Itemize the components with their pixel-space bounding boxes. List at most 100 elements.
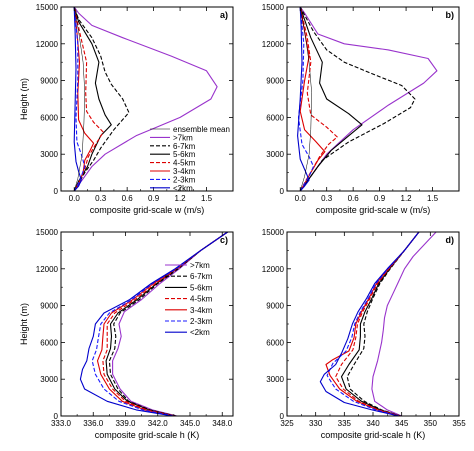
x-tick-label: 345.0 xyxy=(180,419,201,428)
x-tick-label: 330 xyxy=(309,419,323,428)
x-tick-label: 1.5 xyxy=(201,194,213,203)
y-tick-label: 12000 xyxy=(36,265,59,274)
panel-label: b) xyxy=(446,10,455,20)
x-tick-label: 0.0 xyxy=(295,194,307,203)
x-tick-label: 1.2 xyxy=(401,194,413,203)
x-tick-label: 0.0 xyxy=(69,194,81,203)
y-tick-label: 15000 xyxy=(262,3,285,12)
series-line-2-3km xyxy=(73,7,86,191)
x-tick-label: 325 xyxy=(280,419,294,428)
y-tick-label: 9000 xyxy=(266,302,284,311)
series-line-4-5km xyxy=(335,232,420,416)
legend-label-gt7km: >7km xyxy=(173,133,193,142)
x-tick-label: 350 xyxy=(424,419,438,428)
series-line-5-6km xyxy=(299,7,363,191)
series-line-gt7km xyxy=(299,7,438,191)
plot-frame xyxy=(286,6,460,192)
y-tick-label: 3000 xyxy=(40,375,58,384)
series-group xyxy=(319,232,437,416)
series-line-6-7km xyxy=(299,7,416,191)
panel-label: d) xyxy=(446,235,455,245)
legend-label-5-6km: 5-6km xyxy=(190,283,213,292)
panel-d: 325 330 335 340 345 350 355 0 3000 6000 9000 12000 1… xyxy=(262,228,466,440)
x-tick-label: 340 xyxy=(366,419,380,428)
legend-label-lt2km: <2km xyxy=(173,184,193,193)
x-tick-label: 0.6 xyxy=(348,194,360,203)
y-tick-label: 9000 xyxy=(266,77,284,86)
y-tick-label: 15000 xyxy=(36,228,59,237)
x-tick-label: 0.3 xyxy=(95,194,107,203)
x-tick-label: 335 xyxy=(338,419,352,428)
series-line-6-7km xyxy=(108,232,228,416)
legend-label-6-7km: 6-7km xyxy=(173,142,196,151)
series-group xyxy=(79,232,228,416)
y-tick-label: 12000 xyxy=(262,265,285,274)
series-line-gt7km xyxy=(73,7,218,191)
y-tick-label: 3000 xyxy=(266,150,284,159)
series-line-5-6km xyxy=(340,232,420,416)
series-line-ensemble-mean xyxy=(299,7,312,191)
x-tick-label: 355 xyxy=(452,419,466,428)
x-tick-label: 0.6 xyxy=(122,194,134,203)
series-line-6-7km xyxy=(346,232,420,416)
legend: >7km 6-7km 5-6km 4-5km 3-4km 2-3km <2km xyxy=(165,261,213,337)
y-tick-label: 6000 xyxy=(40,338,58,347)
y-tick-label: 0 xyxy=(280,187,285,196)
legend-label-ensemble-mean: ensemble mean xyxy=(173,125,230,134)
y-tick-label: 6000 xyxy=(266,338,284,347)
x-tick-label: 348.0 xyxy=(212,419,233,428)
legend-label-3-4km: 3-4km xyxy=(190,306,213,315)
legend-label-gt7km: >7km xyxy=(190,261,210,270)
x-tick-label: 1.5 xyxy=(427,194,439,203)
y-tick-label: 0 xyxy=(54,187,59,196)
x-tick-label: 339.0 xyxy=(115,419,136,428)
legend-label-lt2km: <2km xyxy=(190,328,210,337)
y-tick-label: 0 xyxy=(54,412,59,421)
x-tick-label: 345 xyxy=(395,419,409,428)
y-tick-label: 3000 xyxy=(40,150,58,159)
series-group xyxy=(297,7,438,191)
y-tick-label: 15000 xyxy=(262,228,285,237)
y-tick-label: 12000 xyxy=(36,40,59,49)
x-tick-label: 0.9 xyxy=(148,194,160,203)
x-tick-label: 0.3 xyxy=(321,194,333,203)
series-line-6-7km xyxy=(73,7,130,191)
series-line-lt2km xyxy=(297,7,310,191)
series-line-gt7km xyxy=(371,232,437,416)
y-tick-label: 15000 xyxy=(36,3,59,12)
y-tick-label: 6000 xyxy=(266,113,284,122)
x-axis-label: composite grid-scale w (m/s) xyxy=(90,205,205,215)
y-tick-label: 6000 xyxy=(40,113,58,122)
x-axis-label: composite grid-scale w (m/s) xyxy=(316,205,431,215)
legend-label-2-3km: 2-3km xyxy=(190,317,213,326)
series-line-ensemble-mean xyxy=(73,7,86,191)
y-axis-label: Height (m) xyxy=(19,303,29,345)
x-tick-label: 0.9 xyxy=(374,194,386,203)
series-line-lt2km xyxy=(79,232,228,416)
y-tick-label: 3000 xyxy=(266,375,284,384)
series-line-4-5km xyxy=(102,232,228,416)
legend-label-4-5km: 4-5km xyxy=(173,159,196,168)
x-tick-label: 1.2 xyxy=(175,194,187,203)
series-group xyxy=(73,7,218,191)
y-axis-label: Height (m) xyxy=(19,78,29,120)
series-line-4-5km xyxy=(299,7,338,191)
legend: ensemble mean>7km6-7km5-6km4-5km3-4km2-3… xyxy=(150,125,230,193)
legend-label-5-6km: 5-6km xyxy=(173,150,196,159)
y-tick-label: 9000 xyxy=(40,302,58,311)
y-tick-label: 9000 xyxy=(40,77,58,86)
x-tick-label: 333.0 xyxy=(51,419,72,428)
series-line-5-6km xyxy=(73,7,112,191)
x-tick-label: 336.0 xyxy=(83,419,104,428)
y-tick-label: 0 xyxy=(280,412,285,421)
series-line-lt2km xyxy=(73,7,82,191)
panel-label: c) xyxy=(220,235,228,245)
series-line-2-3km xyxy=(326,232,420,416)
series-line-4-5km xyxy=(73,7,104,191)
panel-b: 0.0 0.3 0.6 0.9 1.2 1.5 0 3000 6000 9000 12000 1500… xyxy=(262,3,460,215)
plot-frame xyxy=(286,231,460,417)
x-tick-label: 342.0 xyxy=(148,419,169,428)
series-line-gt7km xyxy=(112,232,228,416)
legend-label-4-5km: 4-5km xyxy=(190,295,213,304)
